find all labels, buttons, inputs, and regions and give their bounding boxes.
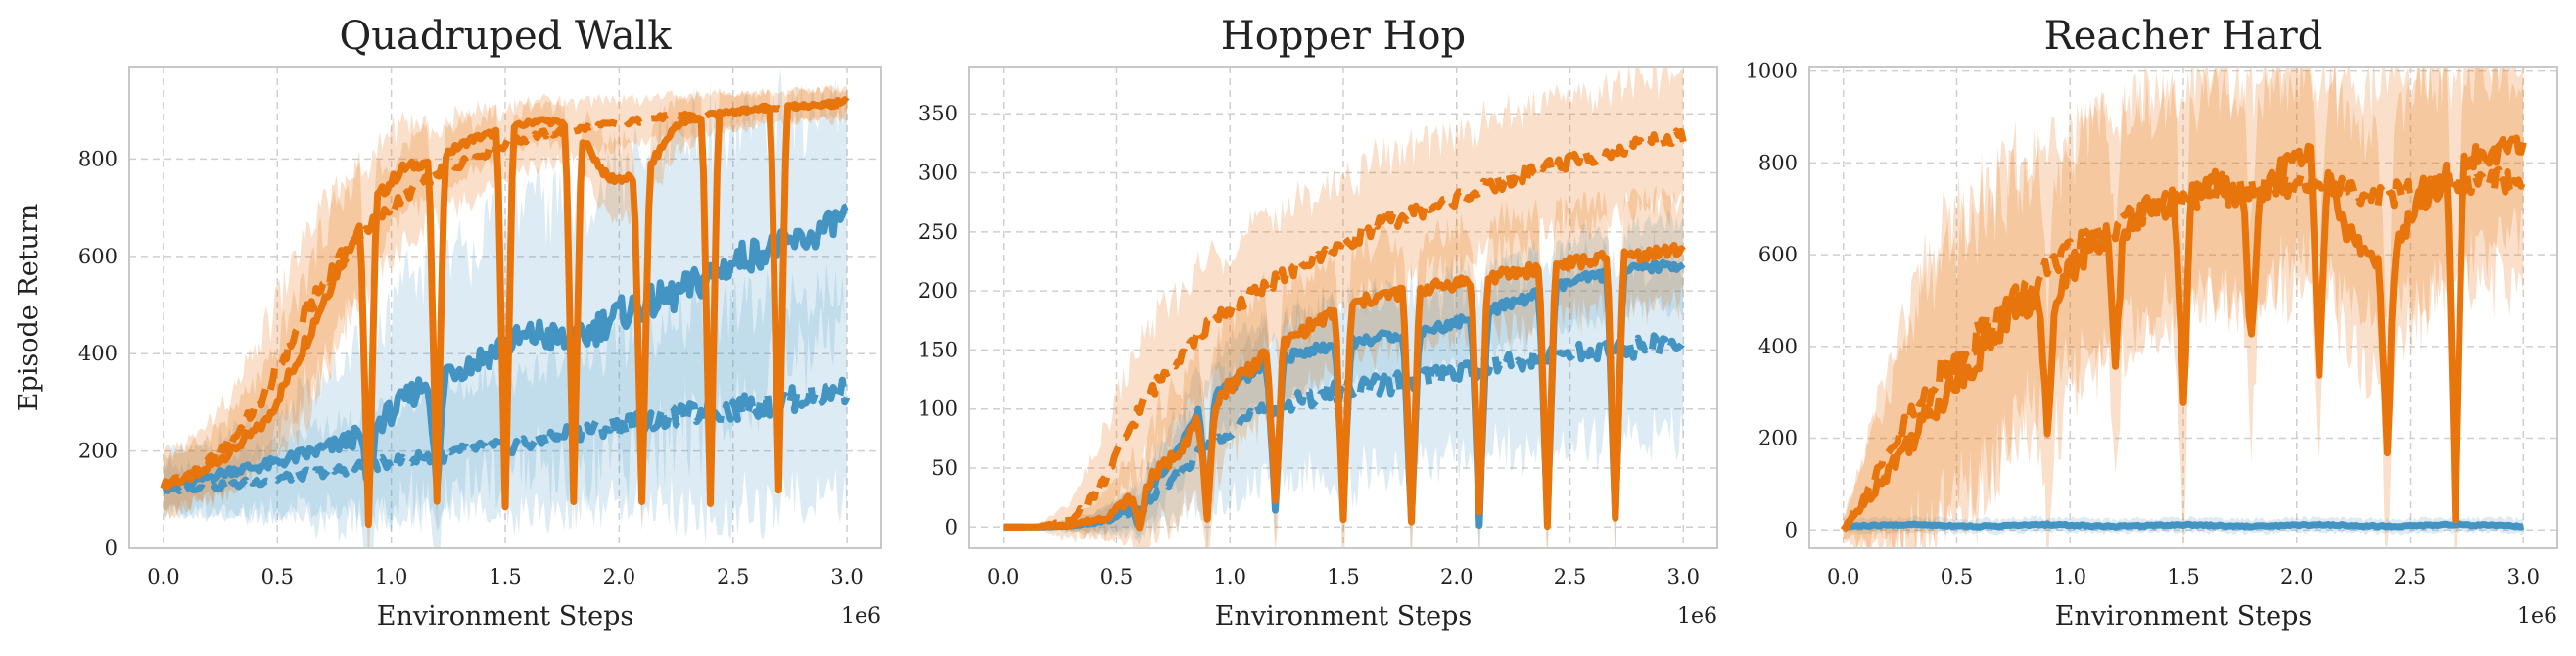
y-tick-label: 0 xyxy=(105,537,117,560)
plot-area xyxy=(1002,67,1687,548)
x-tick-label: 1.0 xyxy=(1214,565,1246,588)
x-tick-label: 3.0 xyxy=(2507,565,2540,588)
x-tick-label: 1.0 xyxy=(375,565,407,588)
y-tick-label: 400 xyxy=(1758,335,1798,358)
y-tick-label: 0 xyxy=(945,515,958,539)
band-blue-solid xyxy=(1003,211,1684,548)
y-tick-label: 150 xyxy=(918,338,958,361)
chart-title: Reacher Hard xyxy=(2044,14,2323,59)
x-axis-label: Environment Steps xyxy=(1215,601,1472,632)
series-line-orange-solid xyxy=(160,96,850,529)
x-tick-label: 0.5 xyxy=(1101,565,1133,588)
plot-area xyxy=(160,69,851,548)
chart-panel-1: 0.0 0.5 1.0 1.5 2.0 2.5 3.0 0 50 100 150 200 250 300 3… xyxy=(918,14,1718,632)
y-tick-label: 0 xyxy=(1785,518,1798,541)
y-tick-label: 350 xyxy=(918,102,958,125)
y-axis-label: Episode Return xyxy=(14,204,44,411)
x-axis-label: Environment Steps xyxy=(377,601,633,632)
x-tick-label: 2.5 xyxy=(2394,565,2426,588)
y-tick-label: 300 xyxy=(918,162,958,185)
chart-title: Hopper Hop xyxy=(1221,14,1466,59)
x-offset-label: 1e6 xyxy=(2517,604,2557,629)
series-line-orange-solid xyxy=(1002,242,1686,532)
x-tick-label: 0.0 xyxy=(987,565,1019,588)
x-tick-label: 0.5 xyxy=(1941,565,1973,588)
series-line-blue-dashed xyxy=(162,376,851,494)
x-tick-label: 2.5 xyxy=(1554,565,1586,588)
y-tick-label: 600 xyxy=(1758,243,1798,266)
y-tick-label: 800 xyxy=(1758,151,1798,174)
x-tick-label: 3.0 xyxy=(830,565,863,588)
series-line-blue-solid xyxy=(1842,520,2525,531)
y-tick-label: 200 xyxy=(918,279,958,303)
axes-frame xyxy=(1808,66,2558,549)
x-tick-label: 2.0 xyxy=(603,565,635,588)
x-tick-label: 3.0 xyxy=(1667,565,1700,588)
x-tick-label: 1.5 xyxy=(489,565,521,588)
series-line-blue-solid xyxy=(162,203,849,494)
chart-panel-2: 0.0 0.5 1.0 1.5 2.0 2.5 3.0 0 200 400 600 800 1000 1e… xyxy=(1746,14,2558,632)
x-tick-label: 2.5 xyxy=(717,565,749,588)
axes-frame xyxy=(968,66,1718,549)
x-tick-label: 1.0 xyxy=(2054,565,2086,588)
y-tick-label: 100 xyxy=(918,398,958,421)
plot-area xyxy=(1840,67,2527,548)
series-line-orange-solid xyxy=(1840,134,2527,533)
x-tick-label: 2.0 xyxy=(1440,565,1473,588)
band-orange-solid xyxy=(163,84,848,548)
y-tick-label: 250 xyxy=(918,220,958,244)
axes-frame xyxy=(128,66,882,549)
y-tick-label: 800 xyxy=(78,147,117,170)
x-tick-label: 1.5 xyxy=(1327,565,1359,588)
x-offset-label: 1e6 xyxy=(1677,604,1717,629)
x-tick-label: 2.0 xyxy=(2280,565,2313,588)
x-offset-label: 1e6 xyxy=(841,604,881,629)
y-tick-label: 200 xyxy=(1758,427,1798,450)
y-tick-label: 1000 xyxy=(1746,60,1798,83)
x-axis-label: Environment Steps xyxy=(2055,601,2312,632)
y-tick-label: 200 xyxy=(78,440,117,463)
y-tick-label: 50 xyxy=(931,456,958,480)
y-tick-label: 400 xyxy=(78,342,117,365)
series-line-orange-dashed xyxy=(1002,127,1687,531)
x-tick-label: 0.5 xyxy=(261,565,294,588)
band-orange-dashed xyxy=(163,86,848,518)
x-tick-label: 0.0 xyxy=(147,565,179,588)
chart-title: Quadruped Walk xyxy=(339,14,672,59)
chart-panel-0: 0.0 0.5 1.0 1.5 2.0 2.5 3.0 0 200 400 600 800 1e6 Env… xyxy=(14,14,882,632)
x-tick-label: 1.5 xyxy=(2167,565,2199,588)
y-tick-label: 600 xyxy=(78,245,117,268)
x-tick-label: 0.0 xyxy=(1827,565,1859,588)
